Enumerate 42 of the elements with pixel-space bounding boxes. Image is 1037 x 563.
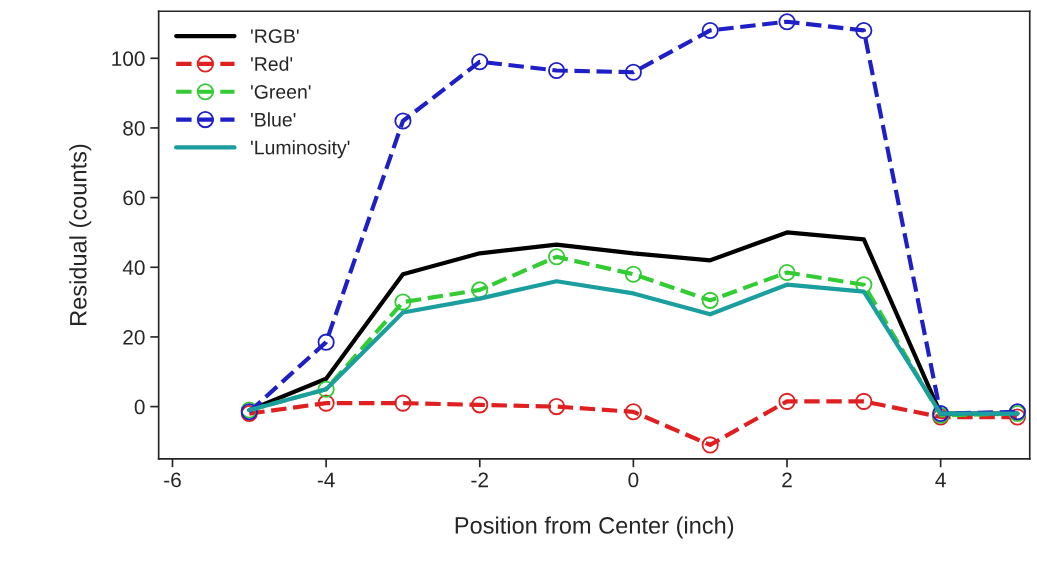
y-tick-label: 20: [123, 329, 145, 345]
point: [778, 263, 796, 282]
point: [855, 21, 873, 39]
y-tick-label: 100: [112, 51, 145, 67]
point: [548, 61, 566, 80]
point: [394, 293, 412, 311]
point: [778, 392, 796, 410]
point: [317, 380, 335, 398]
point: [471, 396, 489, 414]
legend-label: 'Blue': [251, 112, 296, 127]
point: [394, 394, 412, 412]
y-tick-label: 40: [122, 260, 145, 276]
legend-label: 'RGB': [251, 29, 299, 44]
legend-label: 'Luminosity': [251, 140, 350, 159]
x-tick-label: -6: [164, 472, 181, 488]
point: [701, 436, 719, 454]
point: [548, 398, 566, 416]
point: [548, 248, 566, 266]
x-tick-label: -4: [317, 472, 335, 488]
y-tick-label: 60: [123, 190, 145, 206]
x-tick-label: -2: [471, 472, 488, 488]
y-axis-title: Residual (counts): [69, 144, 92, 325]
y-tick-label: 80: [123, 120, 145, 136]
point: [624, 63, 642, 81]
point: [471, 281, 489, 299]
legend-label: 'Red': [251, 56, 293, 71]
y-tick-label: 0: [134, 399, 145, 415]
legend-label: 'Green': [251, 84, 311, 99]
x-tick-label: 0: [628, 472, 639, 488]
point: [701, 291, 719, 309]
x-tick-label: 4: [935, 472, 946, 488]
x-tick-label: 2: [782, 472, 792, 488]
point: [624, 403, 642, 421]
point: [701, 21, 719, 39]
point: [317, 333, 335, 351]
point: [394, 112, 412, 130]
x-axis-title: Position from Center (inch): [455, 516, 734, 539]
point: [624, 265, 642, 283]
point: [778, 13, 796, 31]
point: [471, 53, 489, 71]
point: [317, 394, 335, 412]
point: [855, 392, 873, 410]
